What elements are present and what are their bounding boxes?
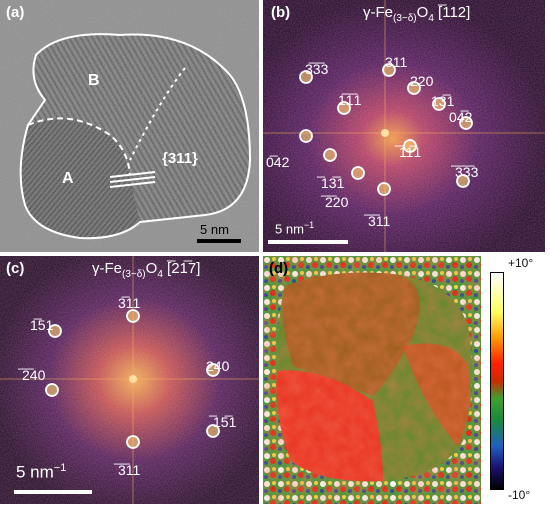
diffraction-spot-marker — [48, 324, 62, 338]
diffraction-spot-label: ̅2̅40 — [17, 367, 46, 383]
panel-c-title-sub: (3−δ) — [122, 269, 146, 280]
diffraction-spot-label: 220 — [410, 73, 434, 89]
colorbar — [490, 272, 504, 490]
diffraction-spot-marker — [299, 129, 313, 143]
diffraction-spot-label: 13̅1 — [431, 93, 455, 109]
diffraction-spot-label: ̅3̅3̅3 — [450, 164, 479, 180]
diffraction-spot-label: 311 — [385, 54, 408, 70]
panel-d-rotation-map: (d) — [263, 256, 481, 504]
panel-b-title-o: O — [416, 4, 429, 21]
diffraction-spot-label: ̅13̅1 — [316, 175, 345, 191]
panel-b-scale-sup: −1 — [303, 220, 315, 230]
panel-c-fft: 3̅11 1̅51̅2̅40 240̅15̅1̅3̅11 (c) γ-Fe(3−δ)… — [0, 256, 259, 504]
plane-label: {311} — [162, 150, 198, 167]
diffraction-spot-label: 1̅1̅1 — [338, 92, 362, 108]
panel-c-title-o-sub: 4 — [157, 269, 163, 280]
diffraction-spot-label: 04̅2 — [449, 109, 473, 125]
panel-c-title: γ-Fe(3−δ)O4 [̅21̅7] — [92, 260, 200, 280]
diffraction-spot-marker — [323, 148, 337, 162]
diffraction-spot-label: ̅2̅20 — [320, 194, 349, 210]
panel-b-zone-axis: [̅112] — [438, 4, 471, 21]
diffraction-spot-marker — [382, 63, 396, 77]
diffraction-spot-marker — [206, 363, 220, 377]
diffraction-spot-label: 0̅42 — [266, 154, 290, 170]
panel-c-scale-label: 5 nm−1 — [16, 462, 66, 483]
diffraction-spot-marker — [407, 81, 421, 95]
region-a-label: A — [62, 170, 74, 187]
diffraction-spot-marker — [337, 101, 351, 115]
panel-b-fft: 3̅3̅3 311 220 13̅1 1̅1̅1 04̅2 0̅42̅11̅1̅13̅1̅2… — [263, 0, 545, 252]
panel-b-label: (b) — [271, 4, 291, 21]
diffraction-spot-marker — [432, 97, 446, 111]
diffraction-spot-marker — [459, 116, 473, 130]
panel-a-hrtem-image: (a) B A {311} 5 nm — [0, 0, 259, 252]
panel-c-title-fe: γ-Fe — [92, 260, 122, 277]
panel-c-scale-sup: −1 — [53, 462, 67, 474]
colorbar-max-label: +10° — [508, 256, 534, 270]
panel-b-scale-text: 5 nm — [275, 221, 304, 237]
diffraction-spot-label: ̅11̅1 — [394, 144, 422, 160]
diffraction-spot-marker — [206, 424, 220, 438]
diffraction-spot-label: 3̅11 — [118, 295, 141, 311]
diffraction-spot-label: ̅15̅1 — [208, 414, 237, 430]
diffraction-spot-marker — [45, 383, 59, 397]
panel-b-title: γ-Fe(3−δ)O4 [̅112] — [363, 4, 470, 24]
diffraction-spot-label: 240 — [206, 358, 230, 374]
diffraction-spot-label: ̅3̅11 — [363, 213, 391, 229]
region-b-label: B — [88, 72, 100, 89]
diffraction-spot-label: ̅3̅11 — [113, 462, 141, 478]
colorbar-min-label: -10° — [508, 488, 531, 502]
panel-c-zone-axis: [̅21̅7] — [167, 260, 201, 277]
diffraction-spot-marker — [377, 182, 391, 196]
panel-b-title-sub: (3−δ) — [393, 13, 417, 24]
diffraction-spot-marker — [351, 166, 365, 180]
diffraction-spot-marker — [126, 309, 140, 323]
panel-c-title-o: O — [145, 260, 158, 277]
diffraction-spot-label: 1̅51 — [30, 317, 54, 333]
panel-a-scale-label: 5 nm — [200, 222, 229, 237]
panel-b-title-o-sub: 4 — [428, 13, 434, 24]
diffraction-spot-marker — [456, 174, 470, 188]
diffraction-spot-marker — [126, 435, 140, 449]
panel-a-label: (a) — [6, 4, 25, 21]
panel-c-label: (c) — [6, 260, 25, 277]
panel-d-label: (d) — [269, 260, 289, 277]
diffraction-spot-marker — [299, 70, 313, 84]
diffraction-spot-marker — [403, 139, 417, 153]
panel-b-title-fe: γ-Fe — [363, 4, 393, 21]
diffraction-spot-label: 3̅3̅3 — [305, 61, 329, 77]
panel-b-scale-label: 5 nm−1 — [275, 220, 314, 236]
panel-c-scale-text: 5 nm — [16, 462, 54, 482]
